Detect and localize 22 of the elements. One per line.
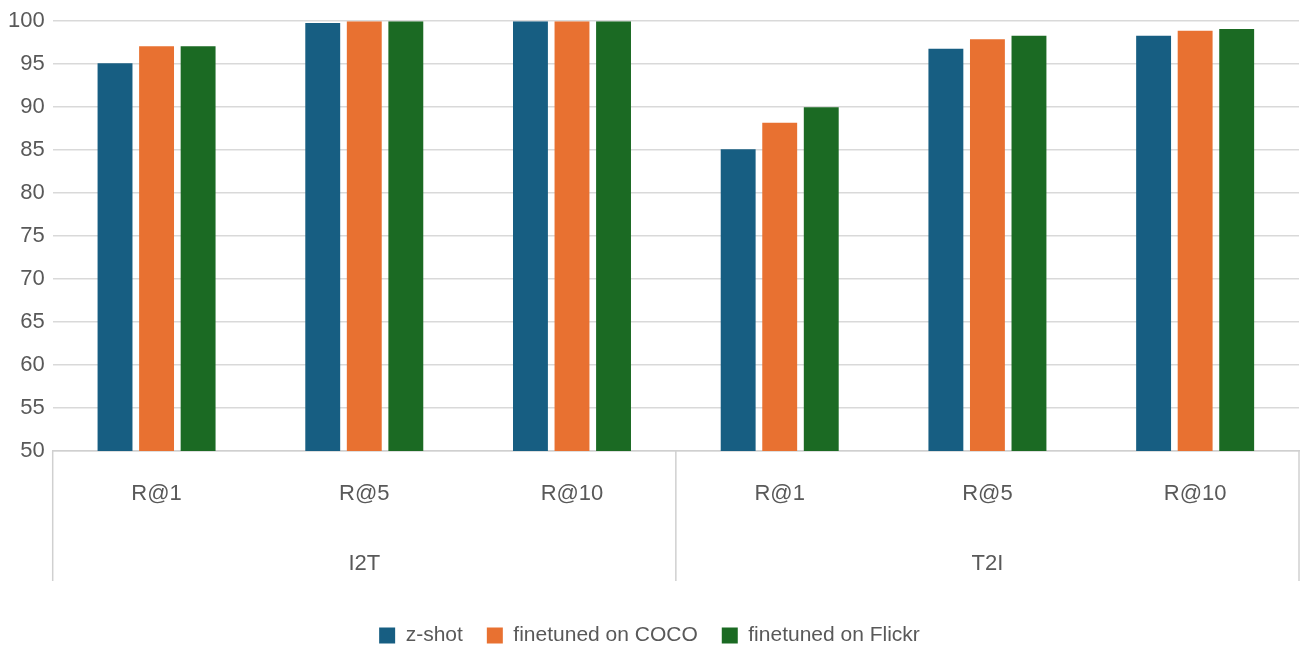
legend-label: finetuned on Flickr <box>748 622 920 646</box>
x-tick-label: R@1 <box>131 480 182 506</box>
x-tick-label: R@5 <box>339 480 390 506</box>
x-tick-label: R@10 <box>1163 480 1227 506</box>
y-tick-label: 100 <box>7 7 45 33</box>
x-tick-label: R@1 <box>754 480 805 506</box>
legend-label: z-shot <box>405 622 463 646</box>
legend-label: finetuned on COCO <box>513 622 698 646</box>
y-tick-label: 85 <box>20 136 45 162</box>
y-tick-label: 65 <box>20 308 45 334</box>
text: I2T <box>348 550 381 576</box>
y-tick-label: 95 <box>20 50 45 76</box>
y-tick-label: 75 <box>20 222 45 248</box>
x-tick-label: R@5 <box>962 480 1013 506</box>
y-tick-label: 60 <box>20 351 45 377</box>
y-tick-label: 80 <box>20 179 45 205</box>
y-tick-label: 90 <box>20 93 45 119</box>
text: T2I <box>971 550 1004 576</box>
x-tick-label: R@10 <box>540 480 604 506</box>
y-tick-label: 55 <box>20 394 45 420</box>
y-tick-label: 50 <box>20 437 45 463</box>
y-tick-label: 70 <box>20 265 45 291</box>
